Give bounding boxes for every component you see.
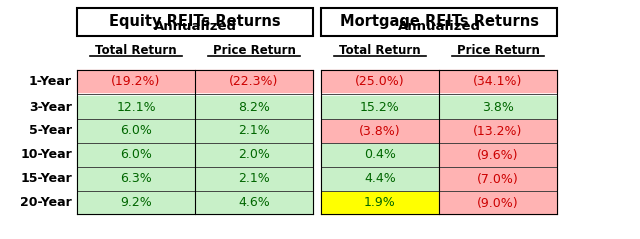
Bar: [77, 8, 313, 36]
Bar: [195, 192, 313, 214]
Bar: [439, 96, 557, 118]
Text: 2.1%: 2.1%: [238, 125, 270, 137]
Bar: [439, 120, 557, 142]
Bar: [195, 70, 313, 92]
Bar: [195, 120, 313, 142]
Text: 6.0%: 6.0%: [120, 148, 152, 162]
Bar: [195, 168, 313, 190]
Text: 4.6%: 4.6%: [238, 196, 270, 210]
Text: (13.2%): (13.2%): [474, 125, 523, 137]
Bar: [77, 96, 195, 118]
Bar: [77, 120, 195, 142]
Text: 2.0%: 2.0%: [238, 148, 270, 162]
Bar: [321, 192, 439, 214]
Bar: [439, 144, 557, 166]
Bar: [77, 168, 195, 190]
Text: 1.9%: 1.9%: [364, 196, 396, 210]
Text: 20-Year: 20-Year: [20, 196, 72, 210]
Text: 3-Year: 3-Year: [29, 101, 72, 114]
Text: Annualized: Annualized: [154, 20, 237, 33]
Text: Equity REITs Returns: Equity REITs Returns: [109, 13, 281, 28]
Text: (9.6%): (9.6%): [477, 148, 519, 162]
Text: 6.3%: 6.3%: [120, 173, 152, 185]
Text: 15.2%: 15.2%: [360, 101, 400, 114]
Text: 5-Year: 5-Year: [29, 125, 72, 137]
Bar: [77, 192, 195, 214]
Bar: [321, 168, 439, 190]
Bar: [439, 168, 557, 190]
Bar: [439, 192, 557, 214]
Text: 12.1%: 12.1%: [116, 101, 156, 114]
Text: (19.2%): (19.2%): [111, 75, 161, 87]
Text: (3.8%): (3.8%): [359, 125, 401, 137]
Bar: [439, 70, 557, 92]
Text: (7.0%): (7.0%): [477, 173, 519, 185]
Text: 9.2%: 9.2%: [120, 196, 152, 210]
Bar: [321, 8, 557, 36]
Bar: [77, 144, 195, 166]
Text: 15-Year: 15-Year: [20, 173, 72, 185]
Bar: [321, 120, 439, 142]
Text: Annualized: Annualized: [397, 20, 481, 33]
Text: Mortgage REITs Returns: Mortgage REITs Returns: [339, 13, 538, 28]
Text: 6.0%: 6.0%: [120, 125, 152, 137]
Text: Price Return: Price Return: [456, 43, 540, 56]
Text: Total Return: Total Return: [95, 43, 177, 56]
Text: 3.8%: 3.8%: [482, 101, 514, 114]
Text: (25.0%): (25.0%): [355, 75, 405, 87]
Text: Total Return: Total Return: [339, 43, 421, 56]
Text: (34.1%): (34.1%): [474, 75, 523, 87]
Bar: [195, 144, 313, 166]
Text: 2.1%: 2.1%: [238, 173, 270, 185]
Bar: [321, 144, 439, 166]
Bar: [195, 96, 313, 118]
Text: (9.0%): (9.0%): [477, 196, 519, 210]
Text: Price Return: Price Return: [212, 43, 296, 56]
Text: 0.4%: 0.4%: [364, 148, 396, 162]
Bar: [321, 70, 439, 92]
Text: 10-Year: 10-Year: [20, 148, 72, 162]
Text: 8.2%: 8.2%: [238, 101, 270, 114]
Text: 4.4%: 4.4%: [364, 173, 396, 185]
Bar: [77, 70, 195, 92]
Text: 1-Year: 1-Year: [29, 75, 72, 87]
Bar: [321, 96, 439, 118]
Text: (22.3%): (22.3%): [229, 75, 278, 87]
